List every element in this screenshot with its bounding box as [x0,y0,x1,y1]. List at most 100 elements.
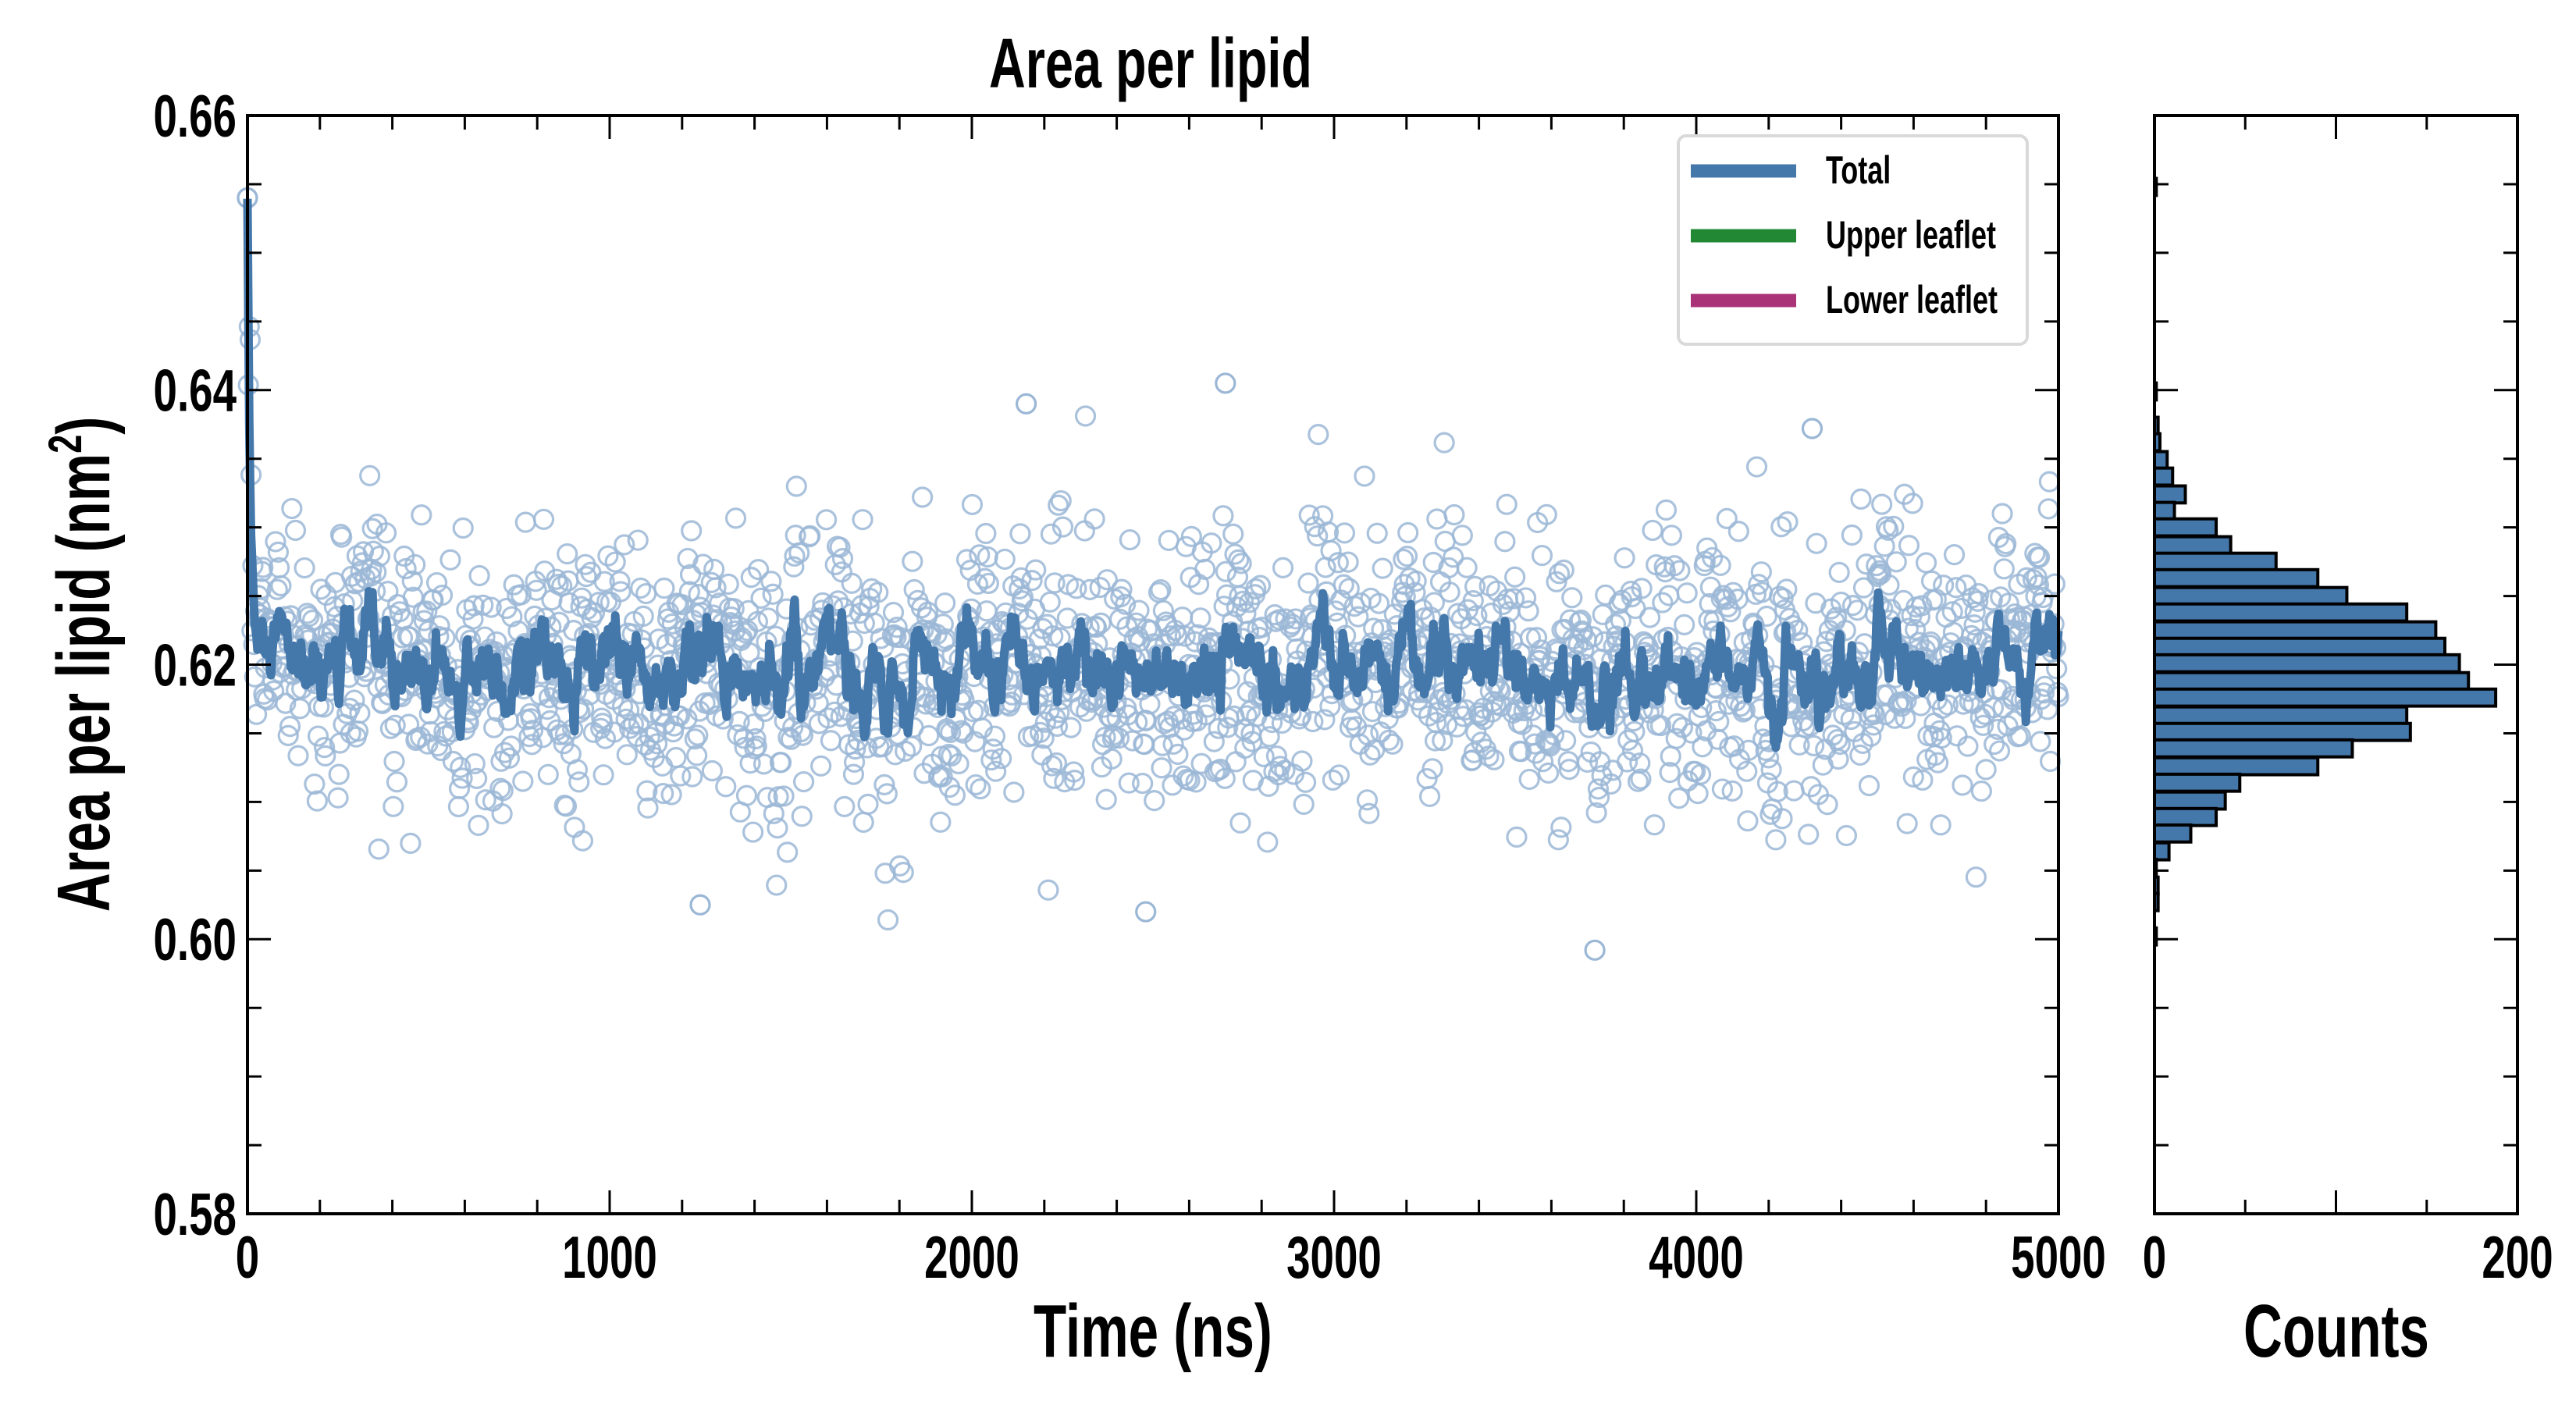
scatter-point [876,783,898,805]
scatter-point [435,725,457,747]
scatter-point [686,745,708,767]
scatter-point [468,814,489,836]
scatter-point [1422,551,1444,574]
scatter-point [1896,813,1918,834]
scatter-point [1119,528,1141,551]
scatter-point [773,785,795,807]
scatter-point [799,525,821,546]
scatter-point [1060,717,1082,738]
scatter-point [1631,578,1653,599]
scatter-point [785,475,807,497]
scatter-point [604,551,626,573]
scatter-point [1539,735,1561,757]
scatter-point [1902,766,1924,788]
scatter-point [1126,711,1148,733]
scatter-point [1378,729,1400,751]
scatter-point [1172,765,1194,787]
scatter-point [1421,758,1443,780]
scatter-point [678,581,700,603]
histogram-bar [2153,500,2176,521]
scatter-point [1272,557,1294,578]
y-tick-label: 0.66 [153,84,237,150]
scatter-point [857,793,879,815]
histogram-bar [2153,670,2471,692]
scatter-point [1624,720,1646,742]
scatter-point [842,763,865,785]
scatter-point [1489,680,1511,702]
scatter-point [1245,578,1267,599]
scatter-point [1736,760,1758,782]
scatter-point [1158,529,1179,551]
scatter-point [413,610,435,631]
scatter-point [841,572,863,594]
scatter-point [1905,618,1927,641]
scatter-point [918,724,940,747]
scatter-point [1973,714,1994,736]
scatter-point [1584,939,1606,961]
scatter-point [1359,744,1381,766]
scatter-point [1587,778,1610,800]
scatter-point [1083,508,1105,530]
scatter-point [331,526,353,548]
scatter-point [834,795,856,817]
scatter-point [466,767,488,789]
scatter-point [777,841,799,863]
scatter-point [902,550,923,572]
scatter-point [1217,717,1239,738]
hist-x-tick-label: 200 [2482,1225,2553,1291]
histogram-bar [2153,772,2242,793]
scatter-point [558,592,580,614]
scatter-point [1332,574,1354,596]
scatter-point [2033,675,2056,697]
scatter-point [1983,733,2005,756]
scatter-point [1492,593,1514,615]
histogram-bar [2153,602,2409,623]
y-axis-label-text: Area per lipid (nm [41,454,126,912]
scatter-point [1952,774,1973,796]
legend-label-upper-leaflet: Upper leaflet [1826,214,1996,257]
scatter-point [1760,759,1782,781]
histogram-bar [2153,687,2498,708]
scatter-point [1456,557,1478,578]
scatter-point [744,738,766,759]
scatter-point [955,549,978,571]
scatter-point [1328,764,1350,786]
scatter-point [1003,781,1025,803]
scatter-point [1943,544,1966,566]
scatter-point [679,564,702,585]
scatter-point [1830,591,1852,614]
scatter-point [1506,826,1528,848]
scatter-point [2022,568,2044,591]
scatter-point [1705,700,1727,722]
scatter-point [1553,559,1574,582]
scatter-point [1629,752,1651,774]
scatter-point [1132,772,1154,795]
scatter-point [1841,595,1864,617]
scatter-point [315,745,336,767]
scatter-point [425,571,448,594]
scatter-point [2044,573,2065,595]
scatter-point [646,733,668,755]
scatter-point [1841,524,1863,546]
scatter-point [1517,600,1539,622]
scatter-point [417,733,439,755]
scatter-point [592,764,614,786]
scatter-point [1708,710,1730,733]
scatter-point [2030,731,2051,752]
scatter-point [1108,727,1130,749]
scatter-point [1393,548,1414,571]
scatter-point [525,579,547,601]
scatter-point [867,582,889,603]
scatter-point [1128,599,1150,621]
scatter-point [616,744,638,766]
scatter-point [1201,532,1222,554]
scatter-point [439,549,461,571]
x-tick-label: 5000 [2011,1225,2106,1291]
scatter-point [715,776,737,798]
scatter-point [1051,516,1074,538]
scatter-point [1514,587,1537,609]
legend: Total Upper leaflet Lower leaflet [1677,134,2029,346]
histogram-x-axis-label: Counts [2243,1289,2429,1373]
x-tick-label: 2000 [924,1225,1019,1291]
scatter-point [944,784,966,806]
